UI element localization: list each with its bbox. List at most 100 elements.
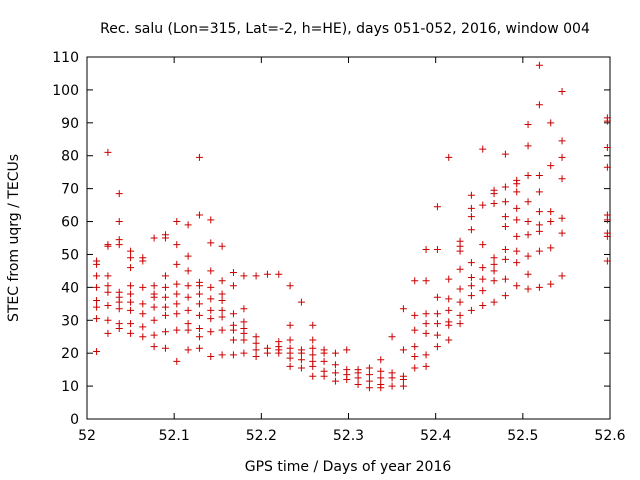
data-point [150,282,158,290]
data-point [161,303,169,311]
data-point [513,176,521,184]
data-point [93,348,101,356]
data-point [93,315,101,323]
data-point [445,336,453,344]
data-point [104,282,112,290]
data-point [309,351,317,359]
data-point [240,318,248,326]
data-point [524,231,532,239]
data-point [207,315,215,323]
data-point [161,311,169,319]
data-point [240,349,248,357]
y-tick-label: 100 [52,83,79,99]
data-point [150,290,158,298]
data-point [456,237,464,245]
data-point [524,252,532,260]
data-point [603,163,611,171]
data-point [207,239,215,247]
data-point [127,329,135,337]
data-point [331,369,339,377]
data-point [139,310,147,318]
data-point [252,333,260,341]
data-point [422,351,430,359]
y-axis: 0 10 20 30 40 50 60 70 80 90 100 110 [52,50,610,428]
data-point [467,306,475,314]
data-point [467,204,475,212]
data-point [218,277,226,285]
y-tick-label: 50 [61,247,79,263]
data-point [445,153,453,161]
data-point [150,331,158,339]
data-point [150,316,158,324]
data-point [240,272,248,280]
data-point [558,137,566,145]
data-point [354,380,362,388]
data-point [127,290,135,298]
x-tick-label: 52.4 [420,428,451,444]
data-point [229,321,237,329]
y-tick-label: 60 [61,215,79,231]
data-point [127,298,135,306]
data-point [150,343,158,351]
data-point [218,326,226,334]
y-tick-label: 20 [61,346,79,362]
data-point [479,241,487,249]
data-point [195,311,203,319]
data-point [207,306,215,314]
data-point [490,267,498,275]
data-point [388,333,396,341]
data-point [411,352,419,360]
data-point [388,382,396,390]
data-point [275,270,283,278]
data-point [207,328,215,336]
data-point [422,362,430,370]
data-point [535,208,543,216]
data-point [467,282,475,290]
data-point [422,320,430,328]
data-point [173,326,181,334]
data-point [445,295,453,303]
data-point [218,313,226,321]
data-point [513,188,521,196]
data-point [161,231,169,239]
data-point [207,267,215,275]
data-point [456,298,464,306]
data-point [207,352,215,360]
data-point [524,270,532,278]
data-point [115,236,123,244]
data-point [127,282,135,290]
y-tick-label: 0 [70,412,79,428]
data-point [184,282,192,290]
data-point [411,311,419,319]
data-point [184,221,192,229]
data-point [433,320,441,328]
data-point [139,300,147,308]
data-point [501,198,509,206]
data-point [104,272,112,280]
data-point [104,329,112,337]
data-point [501,292,509,300]
data-point [207,295,215,303]
data-point [139,283,147,291]
data-point [331,349,339,357]
data-point [490,186,498,194]
data-point [558,88,566,96]
data-point [218,351,226,359]
data-point [127,320,135,328]
data-point [127,264,135,272]
data-point [399,346,407,354]
data-point [513,282,521,290]
data-point [161,283,169,291]
data-point [547,244,555,252]
data-point [365,377,373,385]
data-point [218,242,226,250]
y-axis-label: STEC from uqrg / TECUs [6,154,22,322]
data-point [115,218,123,226]
data-point [263,270,271,278]
data-point [433,343,441,351]
data-point [331,377,339,385]
data-point [433,203,441,211]
data-point [501,222,509,230]
data-point [433,293,441,301]
data-point [467,259,475,267]
